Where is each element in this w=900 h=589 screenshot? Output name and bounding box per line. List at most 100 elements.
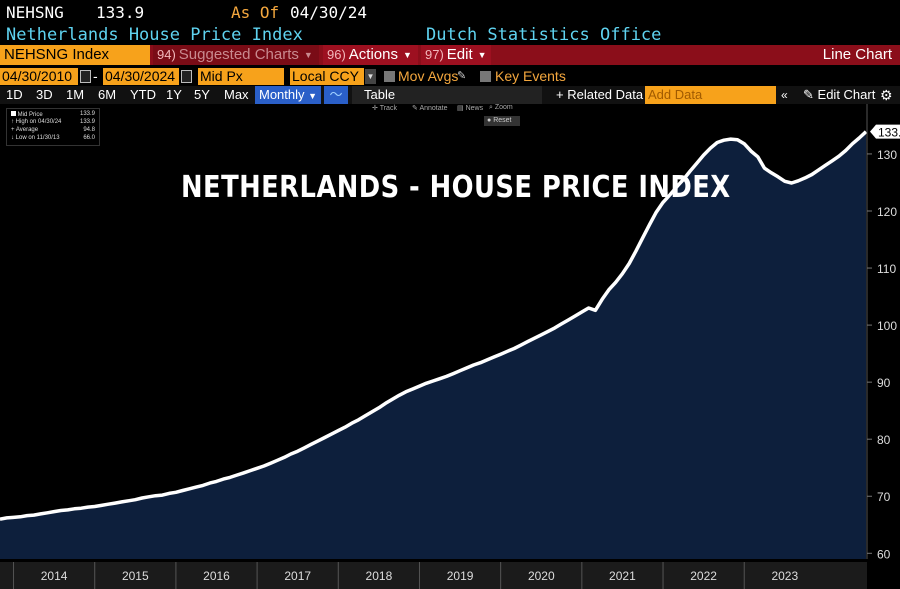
series-line-mid-price bbox=[0, 130, 868, 521]
pencil-icon[interactable]: ✎ bbox=[457, 70, 467, 82]
edit-number: 97) bbox=[425, 47, 444, 62]
x-tick-label: 2017 bbox=[284, 569, 311, 583]
plus-icon: + bbox=[556, 87, 564, 102]
end-date-input[interactable]: 04/30/2024 bbox=[103, 68, 179, 85]
y-tick-label: 80 bbox=[877, 433, 891, 447]
reset-button[interactable]: ● Reset bbox=[484, 116, 520, 126]
legend-mid-price: Mid Price bbox=[11, 111, 43, 118]
related-data-button[interactable]: + Related Data bbox=[556, 86, 644, 104]
mov-avgs-checkbox[interactable] bbox=[384, 71, 395, 82]
edit-chart-label: Edit Chart bbox=[817, 87, 876, 102]
legend-high-value: 133.9 bbox=[79, 119, 95, 125]
calendar-icon[interactable] bbox=[80, 70, 91, 83]
legend-high-label: High on 04/30/24 bbox=[15, 119, 62, 125]
x-tick-label: 2014 bbox=[41, 569, 68, 583]
key-events-checkbox[interactable] bbox=[480, 71, 491, 82]
data-source: Dutch Statistics Office bbox=[426, 25, 662, 45]
chart-axes: 60 70 80 90 100 110 120 130 133.9 2014 2015 2016 201… bbox=[0, 104, 900, 589]
x-tick-label: 2015 bbox=[122, 569, 149, 583]
frequency-select[interactable]: Monthly ▼ bbox=[255, 86, 321, 104]
suggested-number: 94) bbox=[157, 47, 176, 62]
chevron-down-icon: ▼ bbox=[403, 50, 412, 60]
mov-avgs-label: Mov Avgs bbox=[398, 68, 459, 84]
legend-mid-price-value: 133.9 bbox=[79, 111, 95, 117]
period-1y-button[interactable]: 1Y bbox=[166, 87, 182, 102]
x-tick-label: 2023 bbox=[771, 569, 798, 583]
related-data-label: Related Data bbox=[567, 87, 644, 102]
period-1d-button[interactable]: 1D bbox=[6, 87, 23, 102]
calendar-icon[interactable] bbox=[181, 70, 192, 83]
add-data-input[interactable]: Add Data bbox=[645, 86, 776, 104]
news-icon: ▤ bbox=[457, 105, 464, 112]
reset-icon: ● bbox=[487, 117, 492, 124]
x-tick-label: 2019 bbox=[447, 569, 474, 583]
last-value-marker bbox=[870, 124, 900, 139]
period-1m-button[interactable]: 1M bbox=[66, 87, 85, 102]
ticker-header: NEHSNG 133.9 As Of 04/30/24 bbox=[0, 0, 900, 24]
zoom-icon: ⌕ bbox=[489, 104, 493, 111]
last-value: 133.9 bbox=[96, 3, 145, 22]
currency-select[interactable]: Local CCY bbox=[290, 68, 364, 85]
legend-low: ↓ Low on 11/30/13 bbox=[11, 135, 60, 141]
legend-low-value: 66.0 bbox=[83, 135, 95, 141]
period-ytd-button[interactable]: YTD bbox=[130, 87, 156, 102]
start-date-input[interactable]: 04/30/2010 bbox=[0, 68, 78, 85]
chevron-down-icon[interactable]: ▼ bbox=[365, 69, 376, 84]
ticker-field[interactable]: NEHSNG Index bbox=[0, 45, 150, 65]
period-max-button[interactable]: Max bbox=[224, 87, 249, 102]
actions-number: 96) bbox=[327, 47, 346, 62]
track-tool[interactable]: ✛ Track bbox=[372, 104, 397, 112]
period-5y-button[interactable]: 5Y bbox=[194, 87, 210, 102]
pencil-icon: ✎ bbox=[412, 105, 418, 112]
annotate-label: Annotate bbox=[419, 105, 448, 112]
security-info: Netherlands House Price Index Dutch Stat… bbox=[0, 23, 900, 45]
suggested-label: Suggested Charts bbox=[178, 46, 299, 63]
collapse-icon[interactable]: « bbox=[781, 88, 788, 102]
pencil-icon: ✎ bbox=[803, 87, 814, 102]
y-tick-label: 110 bbox=[877, 262, 896, 276]
chart-legend: Mid Price 133.9 ↑ High on 04/30/24 133.9… bbox=[6, 108, 100, 146]
track-label: Track bbox=[379, 105, 397, 112]
gear-icon[interactable]: ⚙ bbox=[880, 87, 893, 103]
legend-swatch bbox=[11, 111, 16, 116]
actions-button[interactable]: 96) Actions ▼ bbox=[323, 45, 418, 65]
x-tick-label: 2022 bbox=[690, 569, 717, 583]
legend-average: + Average bbox=[11, 127, 39, 133]
y-tick-label: 100 bbox=[877, 319, 897, 333]
chevron-down-icon: ▼ bbox=[303, 50, 313, 60]
series-area-fill bbox=[0, 131, 866, 559]
price-field-select[interactable]: Mid Px bbox=[198, 68, 284, 85]
date-separator: - bbox=[93, 68, 98, 84]
news-label: News bbox=[465, 105, 484, 112]
ticker-symbol: NEHSNG bbox=[6, 3, 64, 22]
x-tick-label: 2021 bbox=[609, 569, 636, 583]
legend-mid-price-label: Mid Price bbox=[17, 112, 43, 118]
price-chart[interactable]: 60 70 80 90 100 110 120 130 133.9 2014 2015 2016 201… bbox=[0, 104, 900, 589]
chart-title: NETHERLANDS - HOUSE PRICE INDEX bbox=[181, 170, 731, 205]
function-toolbar: NEHSNG Index 94) Suggested Charts ▼ 96) Act… bbox=[0, 45, 900, 65]
y-tick-label: 90 bbox=[877, 376, 891, 390]
chevron-down-icon: ▼ bbox=[308, 91, 318, 101]
x-axis-band bbox=[0, 562, 867, 589]
last-value-label: 133.9 bbox=[878, 126, 900, 140]
news-tool[interactable]: ▤ News bbox=[457, 104, 483, 112]
period-3d-button[interactable]: 3D bbox=[36, 87, 53, 102]
as-of-label: As Of bbox=[231, 3, 280, 22]
legend-high: ↑ High on 04/30/24 bbox=[11, 119, 62, 125]
x-tick-label: 2016 bbox=[203, 569, 230, 583]
frequency-label: Monthly bbox=[259, 87, 305, 102]
key-events-label: Key Events bbox=[495, 68, 566, 84]
zoom-tool[interactable]: ⌕ Zoom bbox=[489, 104, 513, 112]
edit-button[interactable]: 97) Edit ▼ bbox=[421, 45, 491, 65]
edit-label: Edit bbox=[446, 46, 473, 63]
annotate-tool[interactable]: ✎ Annotate bbox=[412, 104, 447, 112]
period-6m-button[interactable]: 6M bbox=[98, 87, 117, 102]
table-button[interactable]: Table bbox=[352, 86, 542, 104]
y-tick-label: 70 bbox=[877, 490, 891, 504]
line-chart-icon[interactable]: 〜 bbox=[324, 86, 348, 104]
x-tick-label: 2020 bbox=[528, 569, 555, 583]
edit-chart-button[interactable]: ✎ Edit Chart bbox=[803, 86, 875, 104]
suggested-charts-button[interactable]: 94) Suggested Charts ▼ bbox=[153, 45, 319, 65]
reset-label: Reset bbox=[493, 117, 512, 124]
actions-label: Actions bbox=[348, 46, 398, 63]
